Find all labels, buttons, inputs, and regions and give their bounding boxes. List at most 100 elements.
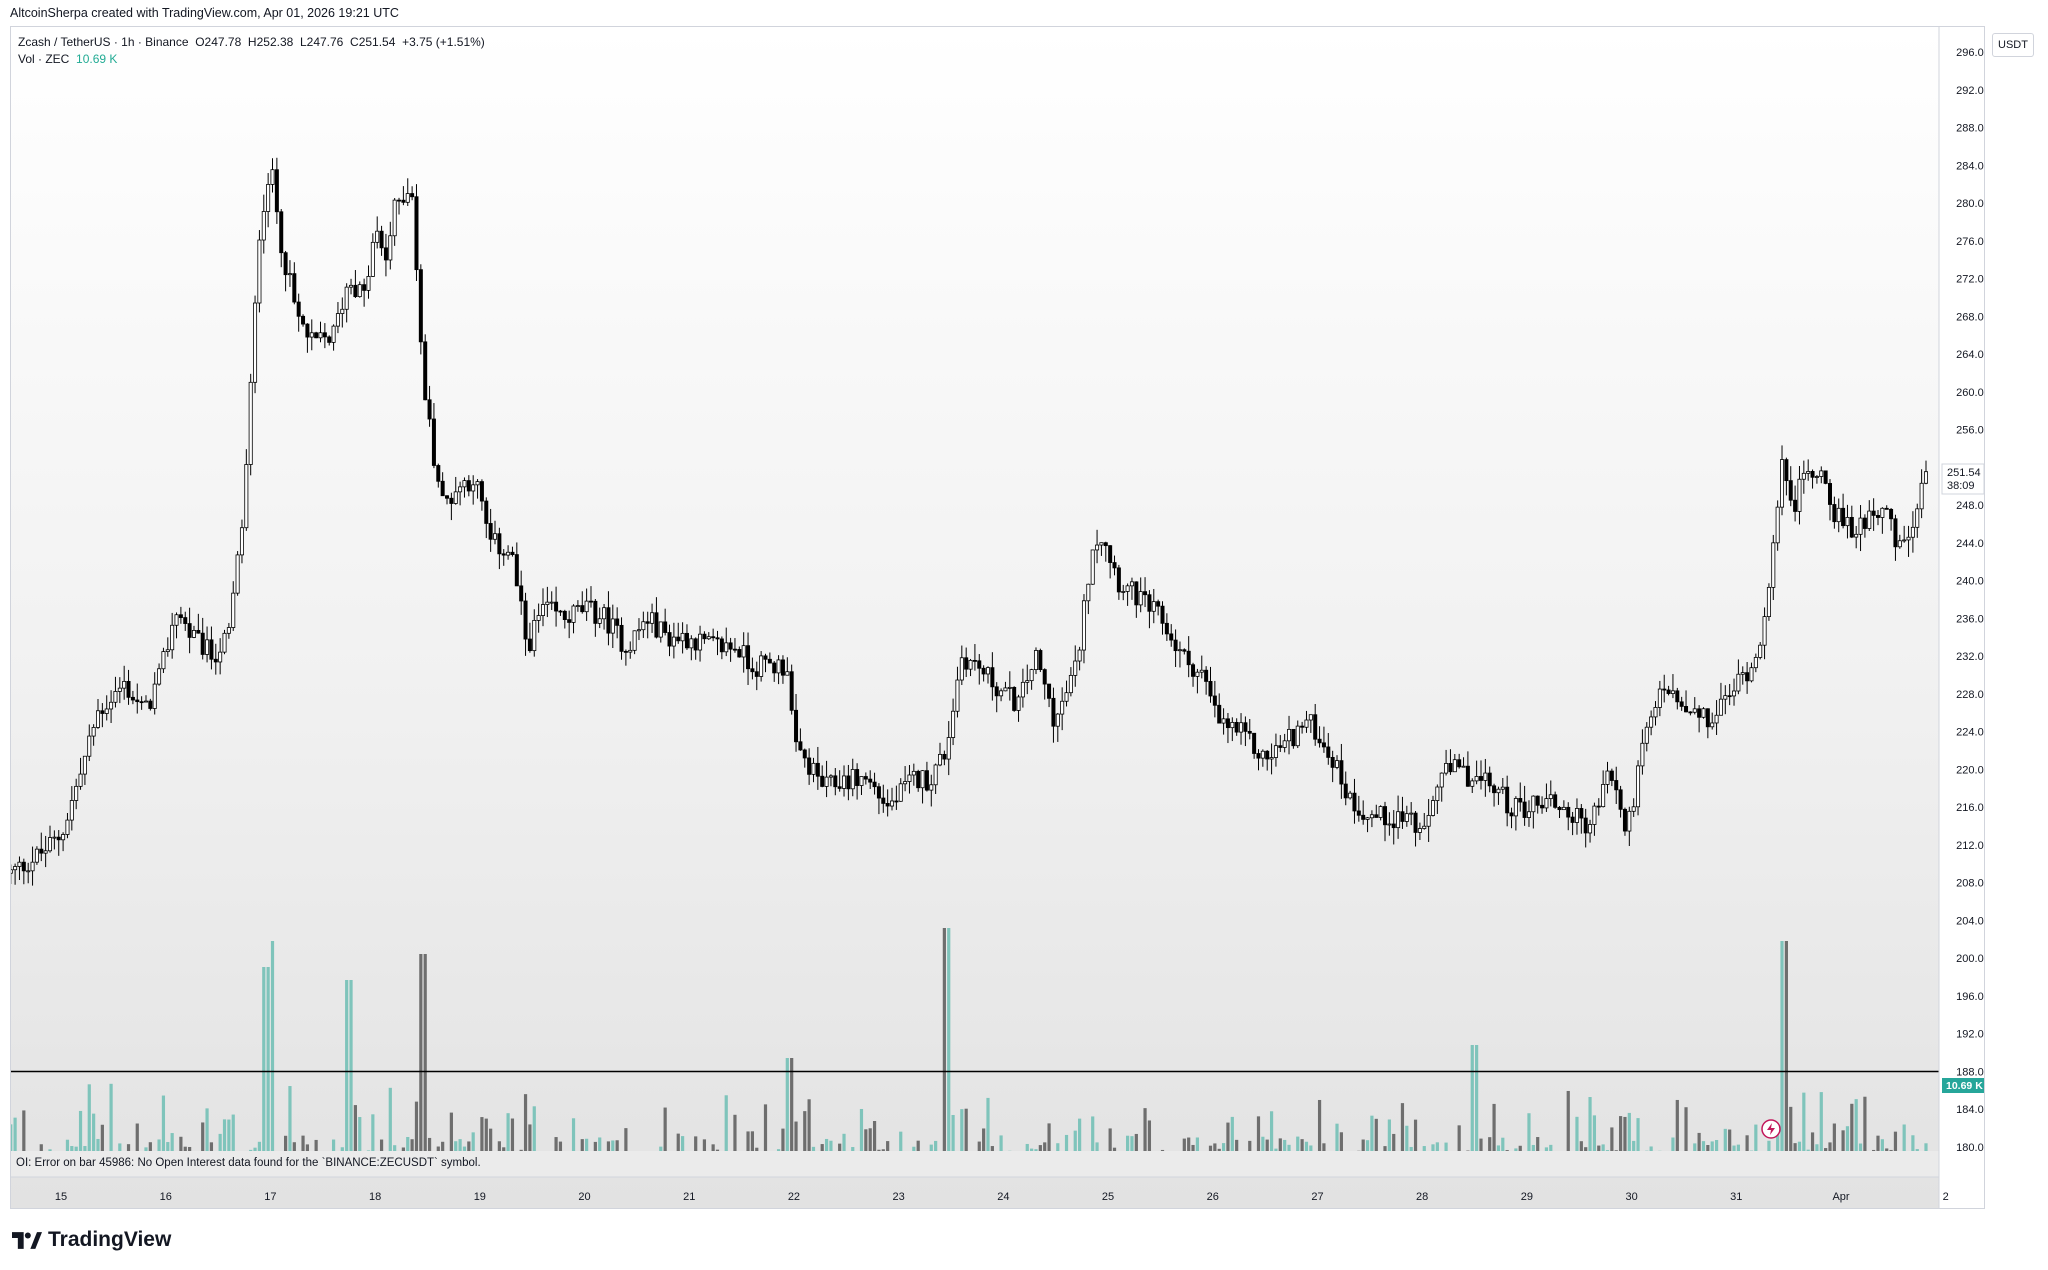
candle-up	[17, 861, 22, 867]
lightning-icon[interactable]	[1761, 1119, 1781, 1139]
candle-up	[1444, 763, 1449, 774]
candle-down	[1356, 810, 1361, 816]
candle-down	[410, 193, 415, 198]
candle-up	[1906, 536, 1911, 541]
volume-bar	[78, 1110, 83, 1175]
time-tick-label: 18	[369, 1191, 381, 1203]
volume-bar	[227, 1119, 231, 1175]
candle-down	[789, 671, 794, 711]
candle-down	[872, 781, 877, 788]
candle-down	[1875, 515, 1880, 518]
candle-down	[881, 797, 886, 804]
candle-down	[1256, 753, 1261, 759]
candle-down	[876, 786, 881, 799]
chart-frame[interactable]: 296.00 292.00 288.00 284.00 280.00 276.00 272.…	[10, 26, 1985, 1209]
candle-down	[1339, 760, 1344, 785]
volume-bar	[100, 1124, 104, 1175]
time-tick-label: 16	[160, 1191, 172, 1203]
candle-down	[1849, 516, 1854, 538]
candle-down	[274, 169, 279, 213]
price-tick-label: 288.00	[1956, 123, 1985, 135]
candle-up	[1081, 600, 1086, 651]
candle-down	[139, 701, 144, 704]
candle-up	[536, 615, 541, 621]
candle-down	[807, 757, 812, 775]
candle-down	[663, 621, 668, 633]
legend-symbol[interactable]: Zcash / TetherUS · 1h · Binance	[18, 35, 189, 49]
volume-bar	[532, 1106, 536, 1175]
candle-down	[802, 749, 807, 759]
candle-down	[1841, 507, 1846, 527]
candle-up	[1308, 714, 1313, 721]
candle-up	[785, 671, 790, 676]
candle-down	[1679, 701, 1684, 707]
volume-bar	[947, 928, 951, 1175]
candle-up	[1077, 649, 1082, 662]
candle-down	[1522, 801, 1527, 818]
candle-down	[863, 776, 868, 780]
candle-up	[907, 774, 912, 782]
volume-bar	[1091, 1116, 1095, 1175]
candle-up	[87, 735, 92, 757]
candle-down	[1666, 689, 1671, 694]
currency-unit-button[interactable]: USDT	[1992, 33, 2034, 57]
tradingview-logo[interactable]: TradingView	[12, 1228, 171, 1252]
candle-down	[981, 667, 986, 675]
candle-down	[994, 686, 999, 697]
candle-down	[794, 709, 799, 743]
candle-up	[357, 284, 362, 298]
candle-up	[1732, 690, 1737, 697]
candle-up	[1422, 825, 1427, 829]
candle-down	[916, 770, 921, 789]
candle-down	[1208, 681, 1213, 697]
candle-down	[301, 315, 306, 325]
candle-up	[1195, 671, 1200, 677]
candle-down	[1884, 507, 1889, 510]
candle-down	[484, 500, 489, 524]
candle-up	[1544, 798, 1549, 809]
candle-up	[811, 762, 816, 775]
price-tick-label: 256.00	[1956, 425, 1985, 437]
candle-up	[1513, 798, 1518, 817]
candle-up	[61, 834, 66, 841]
candle-up	[117, 687, 122, 692]
candle-down	[296, 301, 301, 317]
candle-down	[868, 778, 873, 783]
volume-bar	[951, 1115, 955, 1175]
candle-up	[602, 607, 607, 620]
legend-volume-label[interactable]: Vol · ZEC	[18, 52, 70, 66]
candle-up	[1348, 792, 1353, 799]
candle-down	[558, 610, 563, 613]
candle-down	[523, 600, 528, 640]
candle-up	[671, 636, 676, 647]
candle-down	[1413, 812, 1418, 833]
candle-up	[375, 230, 380, 243]
candle-down	[1252, 732, 1257, 754]
candle-up	[1430, 800, 1435, 816]
candle-up	[1239, 722, 1244, 733]
candle-down	[196, 630, 201, 634]
volume-bar	[1475, 1045, 1479, 1175]
candle-up	[65, 819, 70, 835]
volume-value-badge: 10.69 K	[1942, 1078, 1984, 1093]
volume-bar	[1317, 1099, 1322, 1175]
candle-up	[1801, 472, 1806, 480]
volume-bar	[1636, 1118, 1640, 1175]
volume-bar	[571, 1118, 576, 1175]
volume-bar	[763, 1104, 768, 1175]
price-tick-label: 212.00	[1956, 840, 1985, 852]
candle-down	[1112, 562, 1117, 569]
volume-bar	[1405, 1125, 1409, 1175]
plot-background	[11, 27, 1984, 1208]
legend-high: 252.38	[256, 35, 294, 49]
volume-bar	[1675, 1099, 1679, 1175]
volume-bar	[345, 980, 349, 1175]
price-tick-label: 180.00	[1956, 1142, 1985, 1154]
candle-up	[1753, 657, 1758, 669]
candlestick-chart[interactable]: 296.00 292.00 288.00 284.00 280.00 276.00 272.…	[11, 27, 1985, 1209]
candle-up	[584, 600, 589, 613]
candle-up	[26, 870, 31, 873]
candle-up	[1880, 507, 1885, 518]
candle-down	[1343, 783, 1348, 799]
candle-up	[1221, 718, 1226, 724]
